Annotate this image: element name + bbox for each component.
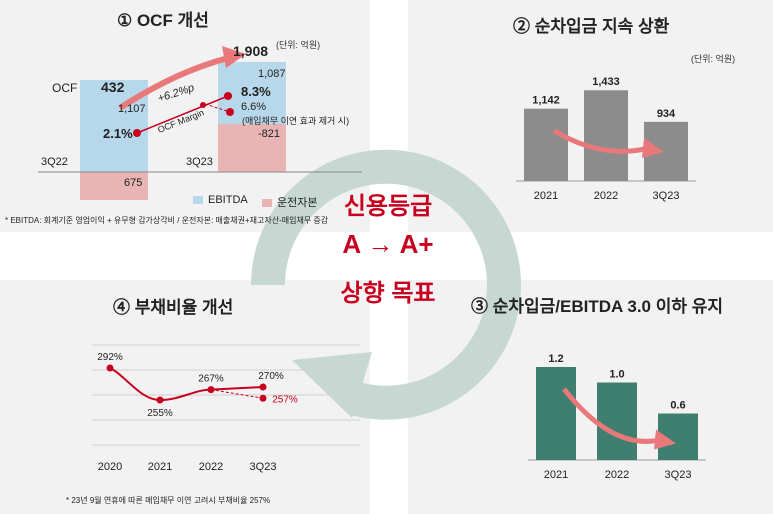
debt-ratio-point-3Q23 [259, 383, 267, 391]
bar-label-3Q23: 0.6 [670, 400, 685, 412]
bar-2021 [524, 108, 568, 181]
bar-label-2022: 1.0 [609, 369, 624, 381]
wc-bar-3q22 [80, 172, 148, 200]
margin-line [136, 95, 229, 134]
debt-ratio-point-alt [259, 394, 267, 402]
debt-ratio-point-2020 [106, 364, 114, 372]
period-label-3q23: 3Q23 [186, 156, 213, 168]
debt-ratio-chart: 292% 2020 255% 2021 267% 2022 270% 3Q23 257% [92, 344, 360, 473]
ebitda-value-3q22: 1,107 [118, 103, 146, 115]
debt-ratio-label-2021: 255% [147, 408, 173, 419]
debt-ratio-label-3Q23: 270% [258, 371, 284, 382]
trend-arrow [562, 387, 663, 444]
ocf-value-3q22: 432 [101, 79, 125, 95]
panel-net-debt-ebitda-bg [408, 280, 773, 514]
category-label-2021: 2021 [544, 469, 568, 481]
panel-net-debt-unit: (단위: 억원) [691, 54, 736, 64]
bar-2021 [536, 367, 576, 460]
wc-value-3q22: 675 [124, 177, 143, 189]
debt-ratio-point-2021 [156, 396, 164, 404]
legend-wc-label: 운전자본 [277, 197, 318, 209]
category-label-2022: 2022 [594, 190, 618, 202]
debt-ratio-label-2020: 292% [97, 352, 123, 363]
margin-alt-line [204, 103, 231, 113]
panel-debt-ratio-title: ④ 부채비율 개선 [113, 298, 234, 317]
legend-wc: 운전자본 [262, 194, 317, 210]
wc-value-3q23: -821 [258, 128, 281, 140]
panel-ocf-title: ① OCF 개선 [117, 11, 209, 30]
ocf-growth-arrow [118, 55, 229, 111]
category-label-2021: 2021 [148, 461, 172, 473]
margin-value-3q23: 8.3% [241, 84, 271, 99]
category-label-2022: 2022 [605, 469, 629, 481]
margin-alt-note: (매입채무 이연 효과 제거 시) [242, 116, 350, 126]
category-label-3Q23: 3Q23 [653, 190, 680, 202]
debt-ratio-alt-label: 257% [272, 394, 298, 405]
panel-debt-ratio-bg [0, 280, 370, 514]
category-label-2020: 2020 [98, 461, 122, 473]
debt-ratio-label-2022: 267% [198, 374, 224, 385]
debt-ratio-point-2022 [207, 386, 215, 394]
margin-point-3q23 [224, 92, 232, 100]
margin-point-3q22 [133, 129, 141, 137]
bar-label-2021: 1.2 [548, 353, 563, 365]
panel-net-debt-title: ② 순차입금 지속 상환 [513, 17, 670, 36]
bar-label-2022: 1,433 [592, 76, 620, 88]
bar-2022 [597, 382, 637, 460]
center-rating-heading: 신용등급 [343, 193, 433, 220]
center-rating-goal: 상향 목표 [340, 280, 436, 307]
panel-ocf-unit: (단위: 억원) [276, 40, 321, 50]
ebitda-value-3q23: 1,087 [258, 68, 286, 80]
category-label-2021: 2021 [534, 190, 558, 202]
category-label-3Q23: 3Q23 [665, 469, 692, 481]
bar-label-3Q23: 934 [657, 108, 676, 120]
trend-arrow-head [654, 429, 676, 450]
panel-debt-ratio-footnote: * 23년 9월 연휴에 따른 매입채무 이연 고려시 부채비율 257% [66, 496, 271, 505]
debt-ratio-alt-line [210, 389, 264, 399]
bar-label-2021: 1,142 [532, 95, 560, 107]
category-label-3Q23: 3Q23 [250, 461, 277, 473]
panel-net-debt-ebitda-title: ③ 순차입금/EBITDA 3.0 이하 유지 [471, 297, 724, 316]
bar-2022 [584, 90, 628, 181]
trend-arrow-head [642, 137, 664, 158]
margin-point-mid [200, 102, 206, 108]
margin-point-alt [226, 108, 234, 116]
trend-arrow [552, 128, 651, 154]
net-debt-chart: 1,142 2021 1,433 2022 934 3Q23 [516, 76, 696, 202]
center-rating-change: A → A+ [342, 229, 434, 259]
legend-ebitda: EBITDA [193, 194, 248, 206]
category-label-2022: 2022 [199, 461, 223, 473]
ocf-value-3q23: 1,908 [233, 43, 269, 59]
panel-ocf-footnote: * EBITDA: 회계기준 영업이익 + 유무형 감가상각비 / 운전자본: … [5, 216, 329, 225]
wc-bar-3q23 [218, 124, 286, 172]
margin-value-3q22: 2.1% [103, 126, 133, 141]
margin-alt-value: 6.6% [241, 101, 267, 113]
panel-ocf-chart [38, 46, 362, 200]
period-label-3q22: 3Q22 [41, 156, 68, 168]
legend-ebitda-label: EBITDA [208, 194, 248, 206]
ocf-label: OCF [52, 81, 78, 95]
